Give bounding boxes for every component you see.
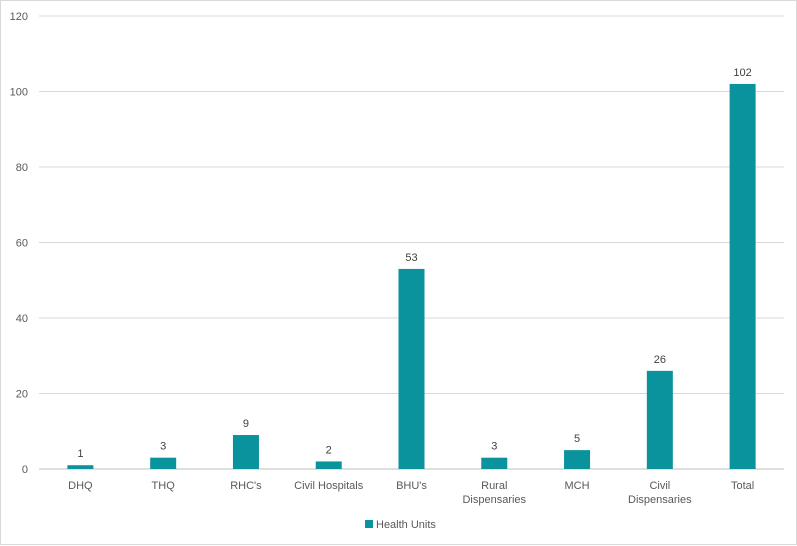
data-label: 2 xyxy=(326,444,332,456)
y-tick-label: 100 xyxy=(10,87,28,99)
data-label: 9 xyxy=(243,418,249,430)
x-tick-label: Rural xyxy=(481,480,507,492)
bar xyxy=(646,370,673,469)
data-label: 3 xyxy=(160,441,166,453)
bar xyxy=(67,465,94,469)
x-tick-label: BHU's xyxy=(396,480,427,492)
y-tick-label: 0 xyxy=(22,464,28,476)
y-tick-label: 80 xyxy=(16,162,28,174)
legend-swatch xyxy=(365,520,373,528)
x-tick-label: THQ xyxy=(152,480,176,492)
bar xyxy=(398,268,425,469)
x-tick-label: MCH xyxy=(565,480,590,492)
y-tick-label: 120 xyxy=(10,11,28,23)
bar xyxy=(481,457,508,469)
data-label: 102 xyxy=(733,67,751,79)
x-tick-label: DHQ xyxy=(68,480,93,492)
y-tick-label: 20 xyxy=(16,389,28,401)
x-tick-label: Civil xyxy=(649,480,670,492)
y-tick-label: 40 xyxy=(16,313,28,325)
x-tick-label: Dispensaries xyxy=(462,494,526,506)
data-label: 53 xyxy=(405,252,417,264)
bar xyxy=(232,435,259,469)
x-tick-label: Total xyxy=(731,480,754,492)
data-label: 5 xyxy=(574,433,580,445)
x-tick-label: Dispensaries xyxy=(628,494,692,506)
x-tick-label: RHC's xyxy=(230,480,262,492)
x-tick-label: Civil Hospitals xyxy=(294,480,364,492)
data-label: 26 xyxy=(654,354,666,366)
bar xyxy=(564,450,591,469)
data-label: 1 xyxy=(77,448,83,460)
legend-label: Health Units xyxy=(376,519,436,531)
bar xyxy=(729,83,756,469)
data-label: 3 xyxy=(491,441,497,453)
bar xyxy=(150,457,177,469)
bar xyxy=(315,461,342,469)
y-tick-label: 60 xyxy=(16,238,28,250)
